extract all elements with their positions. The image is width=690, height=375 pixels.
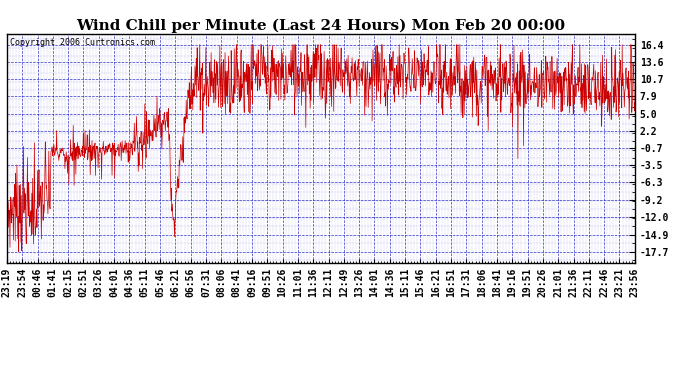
Title: Wind Chill per Minute (Last 24 Hours) Mon Feb 20 00:00: Wind Chill per Minute (Last 24 Hours) Mo… xyxy=(77,18,565,33)
Text: Copyright 2006 Curtronics.com: Copyright 2006 Curtronics.com xyxy=(10,38,155,47)
